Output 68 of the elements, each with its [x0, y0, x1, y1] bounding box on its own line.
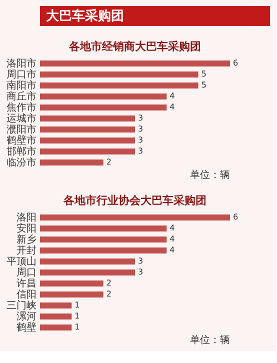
data-label: 2 [106, 278, 112, 288]
y-tick-label: 鹤壁 [16, 322, 36, 334]
bar [40, 236, 167, 242]
y-tick-label: 濮阳市 [6, 124, 36, 136]
data-label: 6 [233, 58, 238, 68]
data-label: 2 [106, 158, 112, 166]
bar [40, 160, 104, 166]
y-tick-label: 漯河 [16, 310, 36, 322]
data-label: 4 [170, 224, 175, 232]
y-tick-label: 鹤壁市 [6, 134, 36, 146]
bar [40, 214, 230, 220]
data-label: 1 [74, 322, 80, 332]
bar [40, 248, 167, 254]
bar [40, 138, 135, 144]
y-tick-label: 周口市 [6, 68, 36, 80]
data-label: 4 [170, 246, 175, 254]
y-tick-label: 信阳 [16, 288, 36, 300]
bar [40, 226, 167, 232]
y-tick-label: 运城市 [6, 112, 36, 124]
bar [40, 314, 72, 320]
data-label: 3 [138, 114, 144, 122]
data-label: 2 [106, 290, 112, 298]
data-label: 4 [170, 102, 175, 112]
data-label: 3 [138, 146, 144, 156]
bar [40, 148, 135, 154]
text: 大巴车采购团 [46, 8, 124, 24]
y-tick-label: 平顶山 [6, 256, 36, 268]
y-tick-label: 邯郸市 [6, 146, 36, 158]
bar [40, 82, 198, 88]
bar [40, 104, 167, 110]
data-label: 4 [170, 234, 175, 244]
bar [40, 292, 104, 298]
y-tick-label: 安阳 [16, 222, 36, 234]
bar [40, 72, 198, 78]
y-tick-label: 开封 [16, 244, 36, 256]
bar [40, 270, 135, 276]
y-tick-label: 商丘市 [6, 90, 36, 102]
data-label: 3 [138, 124, 144, 134]
y-tick-label: 洛阳 [16, 212, 36, 224]
bar [40, 94, 167, 100]
data-label: 3 [138, 136, 144, 144]
data-label: 5 [201, 80, 206, 90]
data-label: 5 [201, 70, 206, 78]
y-tick-label: 焦作市 [6, 102, 36, 114]
chart-title: 各地市行业协会大巴车采购团 [62, 194, 206, 207]
y-tick-label: 南阳市 [6, 80, 36, 92]
data-label: 1 [74, 312, 80, 320]
data-label: 1 [74, 300, 80, 310]
y-tick-label: 新乡 [16, 234, 36, 246]
text: 单位：辆 [190, 169, 230, 181]
data-label: 3 [138, 256, 144, 266]
y-tick-label: 许昌 [16, 278, 36, 290]
data-label: 6 [233, 212, 238, 222]
bar [40, 126, 135, 132]
data-label: 4 [170, 92, 175, 100]
chart-title: 各地市经销商大巴车采购团 [68, 40, 201, 53]
bar [40, 258, 135, 264]
y-tick-label: 三门峡 [6, 300, 36, 312]
bar [40, 324, 72, 330]
data-label: 3 [138, 268, 144, 276]
bar [40, 280, 104, 286]
bar [40, 60, 230, 66]
bar [40, 302, 72, 308]
bar [40, 116, 135, 122]
y-tick-label: 临汾市 [6, 156, 36, 168]
y-tick-label: 周口 [16, 268, 36, 278]
text: 单位：辆 [190, 334, 230, 346]
y-tick-label: 洛阳市 [6, 58, 36, 70]
